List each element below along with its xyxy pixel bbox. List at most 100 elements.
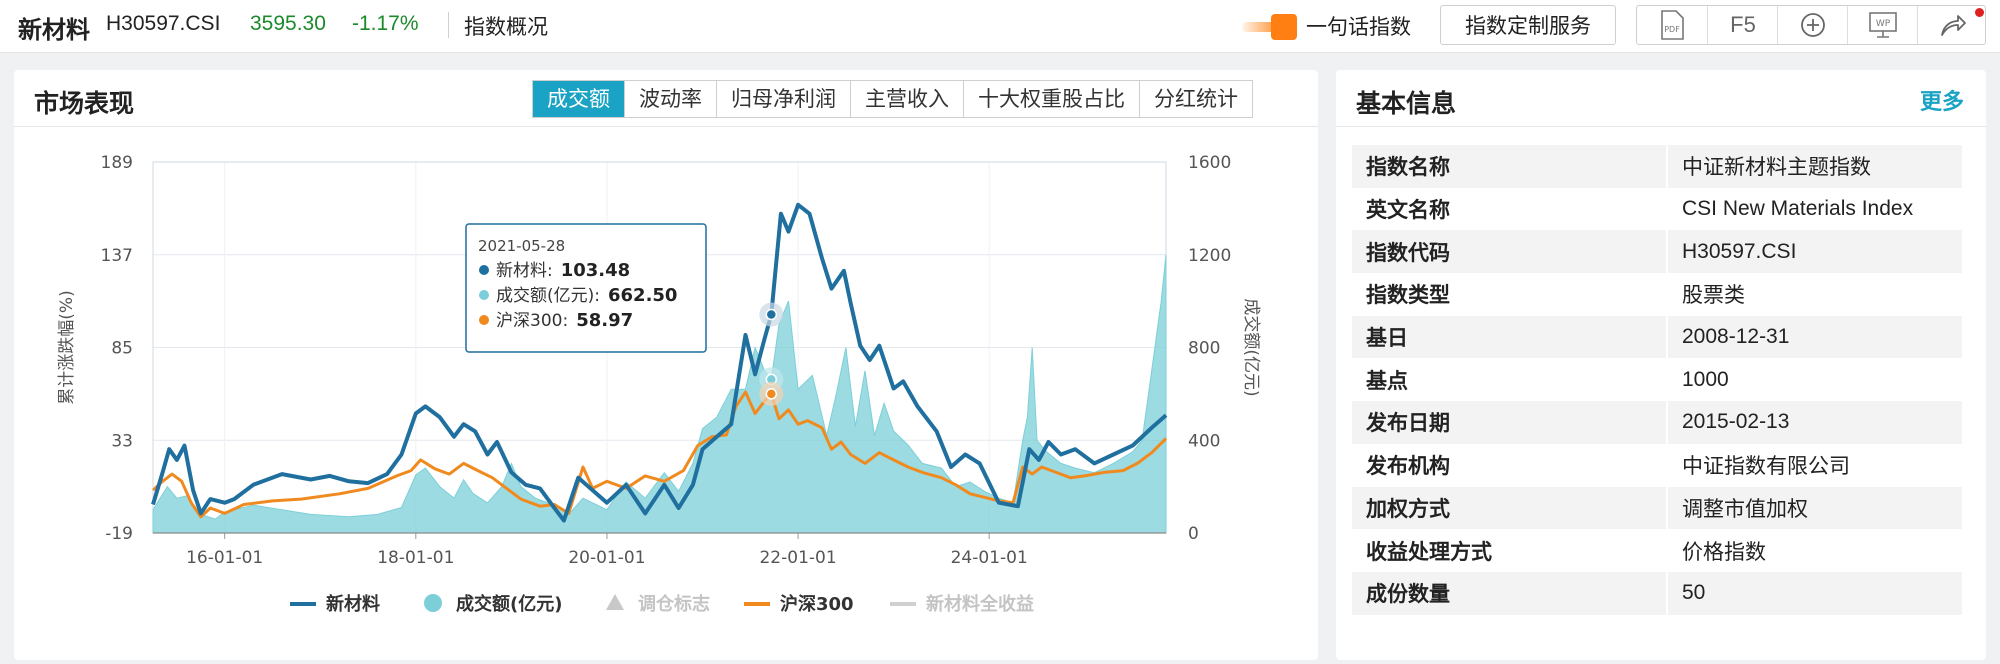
pdf-icon-label: PDF bbox=[1664, 25, 1680, 34]
info-key: 加权方式 bbox=[1352, 486, 1667, 530]
legend-swatch-circle bbox=[424, 594, 442, 612]
pdf-icon[interactable]: PDF bbox=[1637, 6, 1707, 44]
market-performance-title: 市场表现 bbox=[34, 89, 135, 118]
legend-swatch-triangle bbox=[606, 594, 624, 610]
tab-volatility[interactable]: 波动率 bbox=[624, 81, 716, 117]
hs300-line bbox=[151, 390, 1168, 519]
info-value: 2015-02-13 bbox=[1666, 401, 1962, 444]
y-left-tick-label: 189 bbox=[101, 153, 133, 173]
info-key: 英文名称 bbox=[1366, 198, 1450, 223]
metric-tabs: 成交额 波动率 归母净利润 主营收入 十大权重股占比 分红统计 bbox=[532, 80, 1253, 118]
info-row: 发布日期 2015-02-13 bbox=[1352, 401, 1962, 444]
info-key: 收益处理方式 bbox=[1366, 539, 1492, 564]
legend-item-label[interactable]: 新材料 bbox=[326, 593, 380, 615]
toggle-track bbox=[1242, 22, 1282, 32]
hover-point-new-materials bbox=[765, 308, 778, 321]
y-left-tick-label: 33 bbox=[111, 431, 133, 451]
share-icon[interactable] bbox=[1917, 6, 1988, 44]
info-row: 英文名称 CSI New Materials Index bbox=[1352, 187, 1962, 231]
info-row: 加权方式 调整市值加权 bbox=[1352, 486, 1962, 530]
basic-info-panel: 基本信息 更多 指数名称 中证新材料主题指数 英文名称 CSI New Materia… bbox=[1336, 70, 1986, 660]
legend-item-label[interactable]: 新材料全收益 bbox=[926, 593, 1034, 615]
tooltip-series-dot bbox=[479, 290, 489, 300]
legend-item-label[interactable]: 成交额(亿元) bbox=[456, 593, 562, 615]
info-value: 价格指数 bbox=[1666, 529, 1962, 572]
tooltip-date: 2021-05-28 bbox=[478, 237, 565, 255]
hover-point-hs300 bbox=[765, 388, 778, 400]
y-right-axis-title: 成交额(亿元) bbox=[1241, 298, 1261, 396]
divider bbox=[448, 12, 449, 38]
y-right-tick-label: 1600 bbox=[1188, 153, 1231, 173]
legend-item-label[interactable]: 沪深300 bbox=[780, 593, 854, 615]
info-value: H30597.CSI bbox=[1666, 230, 1962, 274]
notification-dot bbox=[1975, 8, 1984, 17]
info-row: 指数代码 H30597.CSI bbox=[1352, 230, 1962, 274]
x-tick-label: 18-01-01 bbox=[377, 548, 454, 568]
tooltip-box bbox=[465, 223, 707, 353]
info-row: 指数名称 中证新材料主题指数 bbox=[1352, 145, 1962, 188]
info-value: 中证新材料主题指数 bbox=[1666, 145, 1962, 188]
tooltip-series-value: 58.97 bbox=[576, 310, 633, 331]
top-bar: 新材料 H30597.CSI 3595.30 -1.17% 指数概况 一句话指数… bbox=[0, 0, 2000, 53]
performance-chart[interactable]: 189 137 85 33 -19 1600 1200 800 400 0 16-01-01 18-0… bbox=[14, 70, 1318, 660]
tooltip-series-label: 沪深300: bbox=[496, 311, 568, 331]
one-line-index-label[interactable]: 一句话指数 bbox=[1306, 15, 1411, 39]
tab-turnover[interactable]: 成交额 bbox=[533, 81, 624, 117]
divider bbox=[1336, 126, 1986, 127]
y-left-tick-label: -19 bbox=[105, 524, 133, 544]
toolbar: PDF F5 WP bbox=[1636, 5, 1986, 45]
info-key: 基点 bbox=[1366, 368, 1408, 393]
info-row: 成份数量 50 bbox=[1352, 571, 1962, 615]
x-tick-label: 24-01-01 bbox=[951, 548, 1028, 568]
info-row: 收益处理方式 价格指数 bbox=[1352, 529, 1962, 572]
info-row: 发布机构 中证指数有限公司 bbox=[1352, 443, 1962, 487]
wp-icon[interactable]: WP bbox=[1847, 6, 1918, 44]
more-link[interactable]: 更多 bbox=[1919, 90, 1964, 115]
tooltip-series-label: 成交额(亿元): bbox=[496, 286, 600, 306]
y-right-tick-label: 0 bbox=[1188, 524, 1199, 544]
tooltip-series-value: 662.50 bbox=[608, 285, 677, 306]
legend-item-label[interactable]: 调仓标志 bbox=[638, 593, 710, 615]
index-code: H30597.CSI bbox=[106, 12, 221, 35]
tab-top10-weight[interactable]: 十大权重股占比 bbox=[963, 81, 1139, 117]
tooltip-series-label: 新材料: bbox=[496, 261, 553, 281]
info-key: 发布机构 bbox=[1366, 454, 1450, 479]
basic-info-title: 基本信息 bbox=[1356, 89, 1457, 118]
info-key: 指数名称 bbox=[1352, 145, 1667, 188]
info-key: 基日 bbox=[1352, 315, 1667, 359]
wp-icon-label: WP bbox=[1876, 19, 1891, 29]
page-title: 指数概况 bbox=[464, 15, 548, 39]
info-value: 调整市值加权 bbox=[1666, 486, 1962, 530]
tab-dividend-stats[interactable]: 分红统计 bbox=[1139, 81, 1252, 117]
index-change: -1.17% bbox=[352, 12, 419, 35]
tab-net-profit[interactable]: 归母净利润 bbox=[716, 81, 850, 117]
info-value: 50 bbox=[1666, 571, 1962, 615]
y-right-tick-label: 800 bbox=[1188, 339, 1220, 359]
info-value: 股票类 bbox=[1666, 273, 1962, 316]
info-key: 指数代码 bbox=[1352, 230, 1667, 274]
info-row: 基点 1000 bbox=[1352, 358, 1962, 402]
y-left-axis-title: 累计涨跌幅(%) bbox=[57, 290, 77, 404]
y-left-tick-label: 137 bbox=[101, 246, 133, 266]
one-line-toggle[interactable] bbox=[1242, 14, 1297, 40]
divider bbox=[14, 126, 1318, 127]
info-value: 中证指数有限公司 bbox=[1666, 443, 1962, 487]
market-performance-panel: 市场表现 成交额 波动率 归母净利润 主营收入 十大权重股占比 分红统计 189… bbox=[14, 70, 1318, 660]
tooltip-series-dot bbox=[479, 265, 489, 275]
basic-info-table: 指数名称 中证新材料主题指数 英文名称 CSI New Materials Index… bbox=[1352, 145, 1962, 615]
index-custom-service-button[interactable]: 指数定制服务 bbox=[1440, 5, 1616, 45]
info-value: 1000 bbox=[1666, 358, 1962, 402]
y-right-tick-label: 1200 bbox=[1188, 246, 1231, 266]
add-icon[interactable] bbox=[1777, 6, 1848, 44]
tooltip-series-dot bbox=[479, 315, 489, 325]
info-row: 基日 2008-12-31 bbox=[1352, 315, 1962, 359]
x-tick-label: 16-01-01 bbox=[186, 548, 263, 568]
tab-main-revenue[interactable]: 主营收入 bbox=[850, 81, 963, 117]
y-right-tick-label: 400 bbox=[1188, 431, 1220, 451]
info-row: 指数类型 股票类 bbox=[1352, 273, 1962, 316]
y-left-tick-label: 85 bbox=[111, 339, 133, 359]
f5-refresh-button[interactable]: F5 bbox=[1707, 6, 1778, 44]
info-value: 2008-12-31 bbox=[1666, 315, 1962, 359]
toggle-knob bbox=[1271, 14, 1297, 40]
info-key: 发布日期 bbox=[1352, 401, 1667, 444]
